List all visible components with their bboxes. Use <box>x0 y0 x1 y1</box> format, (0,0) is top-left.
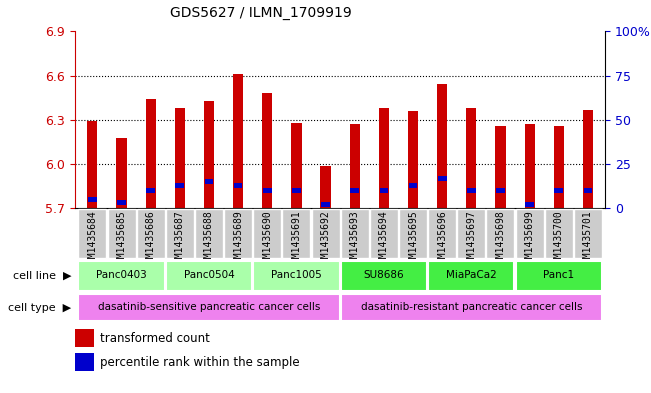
Text: GSM1435697: GSM1435697 <box>466 210 477 268</box>
Bar <box>75 329 94 347</box>
Bar <box>525 124 534 208</box>
Bar <box>409 183 417 188</box>
Bar <box>438 176 447 181</box>
Text: MiaPaCa2: MiaPaCa2 <box>446 270 497 281</box>
FancyBboxPatch shape <box>516 261 602 291</box>
FancyBboxPatch shape <box>370 209 398 258</box>
Bar <box>466 108 477 208</box>
FancyBboxPatch shape <box>428 261 514 291</box>
FancyBboxPatch shape <box>166 209 194 258</box>
Bar <box>234 183 242 188</box>
Bar <box>146 188 155 193</box>
Text: GSM1435689: GSM1435689 <box>233 210 243 268</box>
Bar <box>554 126 564 208</box>
Bar <box>204 179 214 184</box>
Bar <box>496 188 505 193</box>
Text: dasatinib-sensitive pancreatic cancer cells: dasatinib-sensitive pancreatic cancer ce… <box>98 302 320 312</box>
Text: GSM1435693: GSM1435693 <box>350 210 360 268</box>
FancyBboxPatch shape <box>166 261 252 291</box>
Bar <box>583 110 593 208</box>
Text: SU8686: SU8686 <box>363 270 404 281</box>
Text: GSM1435698: GSM1435698 <box>495 210 505 268</box>
Bar <box>75 353 94 371</box>
Text: dasatinib-resistant pancreatic cancer cells: dasatinib-resistant pancreatic cancer ce… <box>361 302 582 312</box>
FancyBboxPatch shape <box>195 209 223 258</box>
Bar <box>174 108 185 208</box>
Bar <box>408 111 418 208</box>
Text: GSM1435695: GSM1435695 <box>408 210 418 268</box>
Bar <box>88 197 97 202</box>
FancyBboxPatch shape <box>137 209 165 258</box>
Bar <box>495 126 506 208</box>
Bar <box>350 124 360 208</box>
Bar <box>437 84 447 208</box>
Bar <box>291 123 301 208</box>
Bar <box>262 94 272 208</box>
FancyBboxPatch shape <box>312 209 340 258</box>
Bar <box>87 121 98 208</box>
Bar <box>292 188 301 193</box>
FancyBboxPatch shape <box>545 209 573 258</box>
Bar <box>321 202 330 207</box>
Bar <box>204 101 214 208</box>
FancyBboxPatch shape <box>340 209 368 258</box>
FancyBboxPatch shape <box>283 209 311 258</box>
Text: GSM1435684: GSM1435684 <box>87 210 98 268</box>
FancyBboxPatch shape <box>428 209 456 258</box>
FancyBboxPatch shape <box>458 209 486 258</box>
Text: GSM1435686: GSM1435686 <box>146 210 156 268</box>
Bar <box>350 188 359 193</box>
FancyBboxPatch shape <box>340 261 427 291</box>
Bar <box>320 165 331 208</box>
FancyBboxPatch shape <box>574 209 602 258</box>
FancyBboxPatch shape <box>78 294 340 321</box>
Text: cell type  ▶: cell type ▶ <box>8 303 72 312</box>
Bar <box>583 188 592 193</box>
Text: Panc1005: Panc1005 <box>271 270 322 281</box>
FancyBboxPatch shape <box>399 209 427 258</box>
Text: GSM1435688: GSM1435688 <box>204 210 214 268</box>
Text: GSM1435700: GSM1435700 <box>554 210 564 268</box>
Text: GSM1435694: GSM1435694 <box>379 210 389 268</box>
FancyBboxPatch shape <box>486 209 514 258</box>
Text: cell line  ▶: cell line ▶ <box>13 271 72 281</box>
Bar <box>525 202 534 207</box>
Text: Panc0504: Panc0504 <box>184 270 234 281</box>
Text: GSM1435701: GSM1435701 <box>583 210 593 268</box>
Bar <box>263 188 271 193</box>
Text: GSM1435685: GSM1435685 <box>117 210 126 268</box>
Bar <box>233 74 243 208</box>
Text: percentile rank within the sample: percentile rank within the sample <box>100 356 300 369</box>
Text: GSM1435699: GSM1435699 <box>525 210 534 268</box>
FancyBboxPatch shape <box>516 209 544 258</box>
Bar <box>176 183 184 188</box>
Bar <box>467 188 476 193</box>
Text: GSM1435696: GSM1435696 <box>437 210 447 268</box>
Bar <box>555 188 563 193</box>
FancyBboxPatch shape <box>78 209 106 258</box>
Text: Panc1: Panc1 <box>543 270 574 281</box>
Text: Panc0403: Panc0403 <box>96 270 147 281</box>
Text: GSM1435691: GSM1435691 <box>292 210 301 268</box>
Bar <box>146 99 156 208</box>
FancyBboxPatch shape <box>253 261 340 291</box>
FancyBboxPatch shape <box>340 294 602 321</box>
Text: GDS5627 / ILMN_1709919: GDS5627 / ILMN_1709919 <box>170 6 352 20</box>
Bar <box>379 108 389 208</box>
Text: GSM1435687: GSM1435687 <box>175 210 185 268</box>
Bar <box>117 138 126 208</box>
FancyBboxPatch shape <box>224 209 252 258</box>
Text: transformed count: transformed count <box>100 332 210 345</box>
Text: GSM1435690: GSM1435690 <box>262 210 272 268</box>
Text: GSM1435692: GSM1435692 <box>320 210 331 268</box>
Bar <box>380 188 388 193</box>
FancyBboxPatch shape <box>78 261 165 291</box>
FancyBboxPatch shape <box>107 209 135 258</box>
Bar <box>117 200 126 206</box>
FancyBboxPatch shape <box>253 209 281 258</box>
